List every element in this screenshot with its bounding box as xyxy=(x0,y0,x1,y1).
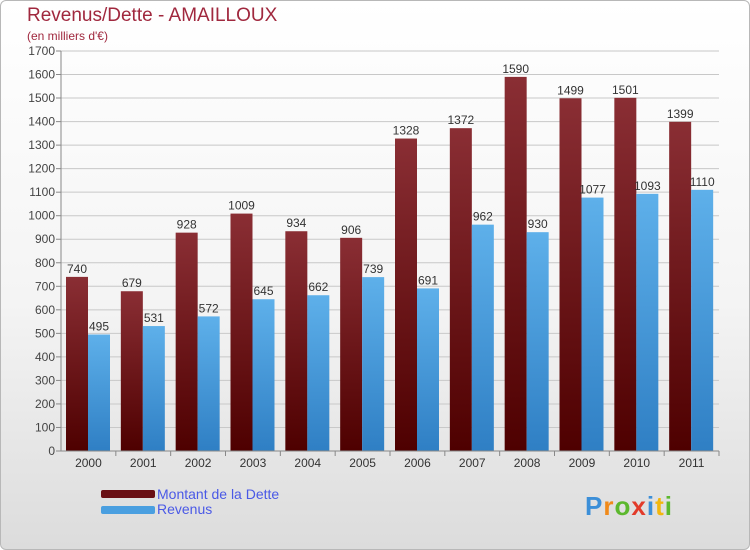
proxiti-logo: Proxiti xyxy=(585,491,673,522)
bar-revenue xyxy=(307,295,330,451)
legend-label-revenue: Revenus xyxy=(157,501,213,517)
data-label-revenue: 572 xyxy=(199,301,219,315)
y-tick-label: 300 xyxy=(35,373,55,387)
y-tick-label: 600 xyxy=(35,303,55,317)
y-tick-label: 1300 xyxy=(28,138,55,152)
bar-debt xyxy=(614,97,637,451)
legend-swatch-debt xyxy=(101,490,155,498)
data-label-debt: 1399 xyxy=(667,107,694,121)
logo-letter: i xyxy=(664,491,673,521)
data-label-revenue: 962 xyxy=(473,210,493,224)
y-tick-label: 900 xyxy=(35,232,55,246)
data-label-debt: 1009 xyxy=(228,199,255,213)
y-tick-label: 0 xyxy=(48,444,55,458)
y-tick-label: 100 xyxy=(35,420,55,434)
label-layer: 740 495 679 531 928 572 1009 645 934 662 906 739 132… xyxy=(67,62,715,334)
y-tick-label: 800 xyxy=(35,256,55,270)
bar-debt xyxy=(395,138,417,451)
bar-debt xyxy=(120,291,143,451)
logo-letter: r xyxy=(603,491,615,521)
bar-revenue xyxy=(88,334,110,451)
data-label-revenue: 645 xyxy=(253,284,273,298)
data-label-debt: 1328 xyxy=(393,124,420,138)
y-tick-label: 1400 xyxy=(28,115,55,129)
data-label-revenue: 1093 xyxy=(634,179,661,193)
axis-layer: 0 100 200 300 400 500 600 700 800 900 1000 1100 1200… xyxy=(28,44,720,470)
logo-letter: o xyxy=(614,491,632,521)
bar-layer xyxy=(66,76,714,452)
logo-letter: x xyxy=(631,491,647,521)
data-label-debt: 1499 xyxy=(557,83,584,97)
x-tick-label: 2011 xyxy=(679,456,705,470)
bar-debt xyxy=(669,121,692,451)
bar-revenue xyxy=(197,316,220,451)
data-label-revenue: 662 xyxy=(308,280,328,294)
data-label-debt: 740 xyxy=(67,262,87,276)
y-tick-label: 700 xyxy=(35,279,55,293)
legend-swatch-revenue xyxy=(101,506,155,514)
grid-layer xyxy=(61,50,719,452)
y-tick-label: 1000 xyxy=(28,209,55,223)
x-tick-label: 2000 xyxy=(75,456,102,470)
x-tick-label: 2007 xyxy=(459,456,486,470)
logo-letter: i xyxy=(646,491,656,521)
data-label-debt: 1590 xyxy=(502,62,529,76)
y-tick-label: 1200 xyxy=(28,162,55,176)
x-tick-label: 2003 xyxy=(240,456,267,470)
logo-letter: t xyxy=(655,491,665,521)
data-label-debt: 934 xyxy=(286,216,306,230)
x-tick-label: 2008 xyxy=(514,456,541,470)
bar-debt xyxy=(285,231,308,451)
x-tick-label: 2006 xyxy=(404,456,431,470)
y-tick-label: 500 xyxy=(35,326,55,340)
data-label-revenue: 1077 xyxy=(579,183,606,197)
bar-debt xyxy=(559,98,582,451)
chart-title: Revenus/Dette - AMAILLOUX xyxy=(27,5,278,26)
y-tick-label: 1100 xyxy=(29,185,55,199)
bar-revenue xyxy=(471,224,494,451)
data-label-revenue: 739 xyxy=(363,262,383,276)
bar-revenue xyxy=(691,189,714,451)
y-tick-label: 1500 xyxy=(28,91,55,105)
x-tick-label: 2001 xyxy=(130,456,157,470)
data-label-revenue: 495 xyxy=(89,320,109,334)
bar-revenue xyxy=(526,232,549,451)
bar-revenue xyxy=(252,299,275,451)
chart-subtitle: (en milliers d'€) xyxy=(27,29,108,43)
x-tick-label: 2010 xyxy=(623,456,650,470)
bar-revenue xyxy=(142,326,165,451)
data-label-revenue: 691 xyxy=(418,273,438,287)
data-label-revenue: 1110 xyxy=(690,175,715,189)
data-label-debt: 928 xyxy=(177,218,197,232)
bar-debt xyxy=(449,128,472,452)
x-tick-label: 2009 xyxy=(569,456,596,470)
bar-revenue xyxy=(581,197,604,451)
bar-debt xyxy=(175,232,198,451)
bar-debt xyxy=(340,237,363,451)
data-label-debt: 1372 xyxy=(447,113,474,127)
bar-debt xyxy=(66,276,88,451)
data-label-debt: 906 xyxy=(341,223,361,237)
y-tick-label: 200 xyxy=(35,397,55,411)
x-tick-label: 2004 xyxy=(294,456,321,470)
data-label-debt: 679 xyxy=(122,276,142,290)
bar-debt xyxy=(504,76,527,451)
x-tick-label: 2002 xyxy=(185,456,212,470)
bar-revenue xyxy=(362,277,385,451)
bar-debt xyxy=(230,213,253,451)
bar-revenue xyxy=(636,193,659,451)
data-label-revenue: 531 xyxy=(144,311,164,325)
y-tick-label: 1600 xyxy=(28,68,55,82)
logo-letter: P xyxy=(585,491,604,521)
y-tick-label: 400 xyxy=(35,350,55,364)
legend-label-debt: Montant de la Dette xyxy=(157,486,280,502)
bar-revenue xyxy=(417,288,439,451)
x-tick-label: 2005 xyxy=(349,456,376,470)
y-tick-label: 1700 xyxy=(28,44,55,58)
data-label-debt: 1501 xyxy=(612,83,639,97)
data-label-revenue: 930 xyxy=(528,217,548,231)
